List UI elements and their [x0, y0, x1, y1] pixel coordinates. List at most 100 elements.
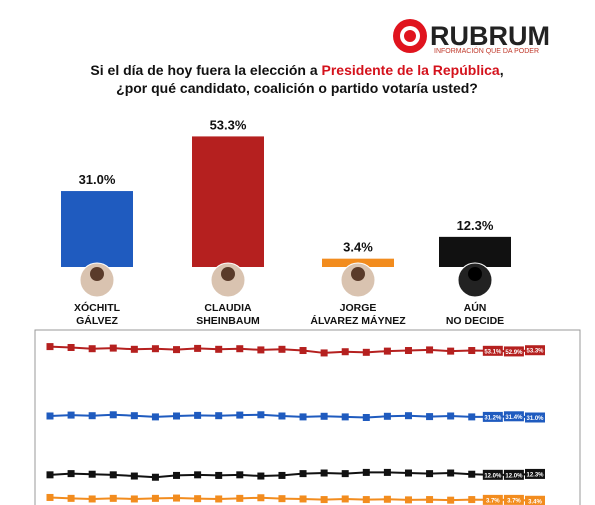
bar	[439, 236, 511, 267]
portrait-head	[468, 267, 482, 281]
value-label: 3.7%	[486, 498, 500, 504]
point	[151, 413, 159, 421]
value-label: 53.3%	[526, 349, 544, 355]
point	[215, 412, 223, 420]
point	[151, 473, 159, 481]
point	[236, 471, 244, 479]
point	[173, 494, 181, 502]
value-label-box	[482, 345, 503, 356]
point	[109, 494, 117, 502]
portrait-head	[351, 267, 365, 281]
point	[447, 347, 455, 355]
value-label: 52.9%	[505, 350, 523, 356]
point	[130, 345, 138, 353]
value-label-box	[503, 469, 524, 480]
value-label: 3.4%	[343, 240, 373, 255]
point	[447, 412, 455, 420]
value-label: 3.7%	[507, 498, 521, 504]
point	[362, 414, 370, 421]
point	[173, 346, 181, 354]
point	[46, 493, 54, 501]
point	[215, 345, 223, 353]
category-label: AÚN NO DECIDE	[445, 302, 505, 327]
value-label-box	[525, 345, 545, 356]
title-part: Si el día de hoy fuera la elección a	[90, 62, 321, 78]
point	[109, 411, 117, 419]
value-label-box	[503, 346, 524, 357]
point	[278, 345, 286, 353]
value-label: 12.3%	[457, 218, 494, 233]
point	[130, 412, 138, 420]
point	[173, 412, 181, 420]
point	[299, 413, 307, 421]
point	[151, 494, 159, 502]
point	[362, 496, 370, 504]
value-label-box	[482, 411, 503, 422]
point	[383, 412, 391, 420]
chart-title: Si el día de hoy fuera la elección a Pre…	[90, 62, 503, 78]
point	[173, 471, 181, 479]
point	[404, 347, 412, 355]
point	[341, 495, 349, 503]
category-label: XÓCHITL GÁLVEZ	[73, 302, 121, 327]
point	[194, 471, 202, 479]
value-label: 12.0%	[505, 473, 523, 479]
point	[236, 411, 244, 419]
point	[236, 494, 244, 502]
point	[299, 470, 307, 478]
point	[320, 349, 328, 357]
point	[46, 343, 54, 351]
point	[426, 346, 434, 354]
point	[88, 345, 96, 353]
point	[299, 495, 307, 503]
value-label: 31.4%	[505, 415, 523, 421]
point	[447, 469, 455, 477]
point	[257, 411, 265, 419]
point	[447, 496, 455, 504]
category-label: CLAUDIA SHEINBAUM	[196, 302, 260, 327]
series-line	[49, 345, 536, 354]
point	[88, 470, 96, 478]
point	[46, 471, 54, 479]
point	[320, 469, 328, 477]
point	[257, 472, 265, 480]
value-label-box	[525, 495, 545, 505]
point	[130, 495, 138, 503]
logo-dot	[404, 30, 416, 42]
point	[67, 411, 75, 419]
point	[257, 346, 265, 354]
point	[67, 494, 75, 502]
point	[194, 344, 202, 352]
value-label: 12.3%	[526, 472, 544, 478]
point	[404, 496, 412, 504]
series-line	[49, 413, 536, 419]
point	[46, 412, 54, 420]
bar	[192, 136, 264, 267]
point	[236, 345, 244, 353]
value-label-box	[503, 494, 524, 505]
point	[88, 495, 96, 503]
point	[426, 496, 434, 504]
value-label: 31.0%	[79, 172, 116, 187]
value-label: 53.1%	[484, 349, 502, 355]
point	[341, 413, 349, 421]
value-label-box	[482, 494, 503, 505]
value-label: 53.3%	[210, 117, 247, 132]
value-label-box	[525, 468, 545, 479]
point	[362, 468, 370, 476]
point	[404, 412, 412, 420]
value-label-box	[503, 411, 524, 422]
series-line	[49, 471, 536, 479]
series-line	[49, 496, 536, 502]
point	[109, 344, 117, 352]
point	[109, 471, 117, 479]
point	[215, 471, 223, 479]
point	[320, 496, 328, 504]
value-label: 3.4%	[528, 499, 542, 505]
point	[299, 347, 307, 355]
value-label-box	[525, 412, 545, 423]
point	[130, 472, 138, 480]
value-label-box	[482, 469, 503, 480]
